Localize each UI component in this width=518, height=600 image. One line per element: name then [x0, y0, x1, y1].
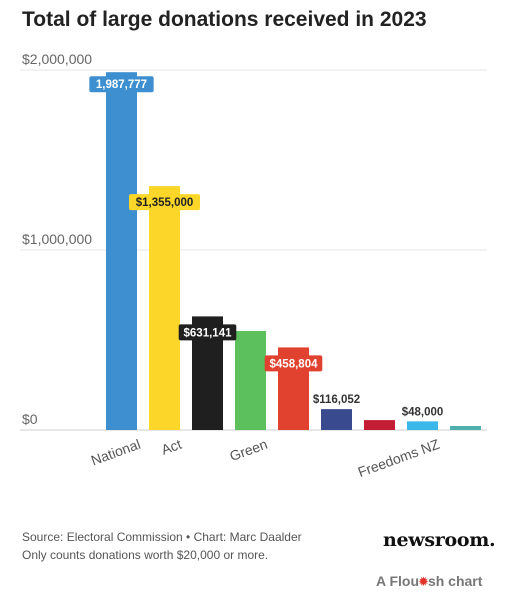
x-tick-label: Freedoms NZ	[356, 436, 442, 480]
flourish-text-end: sh chart	[427, 573, 483, 589]
data-label: $631,141	[184, 327, 233, 339]
data-label: $116,052	[313, 394, 360, 406]
y-tick-label: $2,000,000	[22, 51, 92, 67]
bar-6	[364, 420, 395, 430]
x-tick-label: National	[89, 436, 143, 469]
data-label: $48,000	[402, 406, 444, 418]
note-text: Only counts donations worth $20,000 or m…	[22, 548, 269, 562]
flourish-text-start: A Flou	[376, 573, 420, 589]
flourish-credit-link[interactable]: A Flou✹sh chart	[376, 573, 482, 590]
source-text: Source: Electoral Commission • Chart: Ma…	[22, 530, 302, 544]
x-tick-label: Act	[159, 436, 184, 458]
x-tick-label: Green	[227, 436, 269, 464]
data-label-box	[89, 76, 154, 93]
bar-5	[321, 409, 352, 430]
flourish-logo-icon: ✹	[418, 574, 429, 589]
bar-0	[106, 72, 137, 431]
y-tick-label: $1,000,000	[22, 231, 92, 247]
chart-source-note: Source: Electoral Commission • Chart: Ma…	[22, 528, 302, 564]
bar-3	[235, 331, 266, 430]
bar-1	[149, 186, 180, 430]
data-label-box	[264, 355, 323, 372]
data-label-box	[178, 324, 237, 341]
newsroom-logo[interactable]: newsroom.	[383, 529, 496, 551]
chart-title: Total of large donations received in 202…	[22, 8, 427, 31]
data-label: $1,355,000	[136, 197, 194, 209]
data-label: $458,804	[270, 358, 319, 370]
bar-8	[450, 426, 481, 430]
data-label: 1,987,777	[96, 79, 147, 91]
data-label-box	[129, 194, 200, 211]
bar-7	[407, 421, 438, 430]
y-tick-label: $0	[22, 411, 38, 427]
